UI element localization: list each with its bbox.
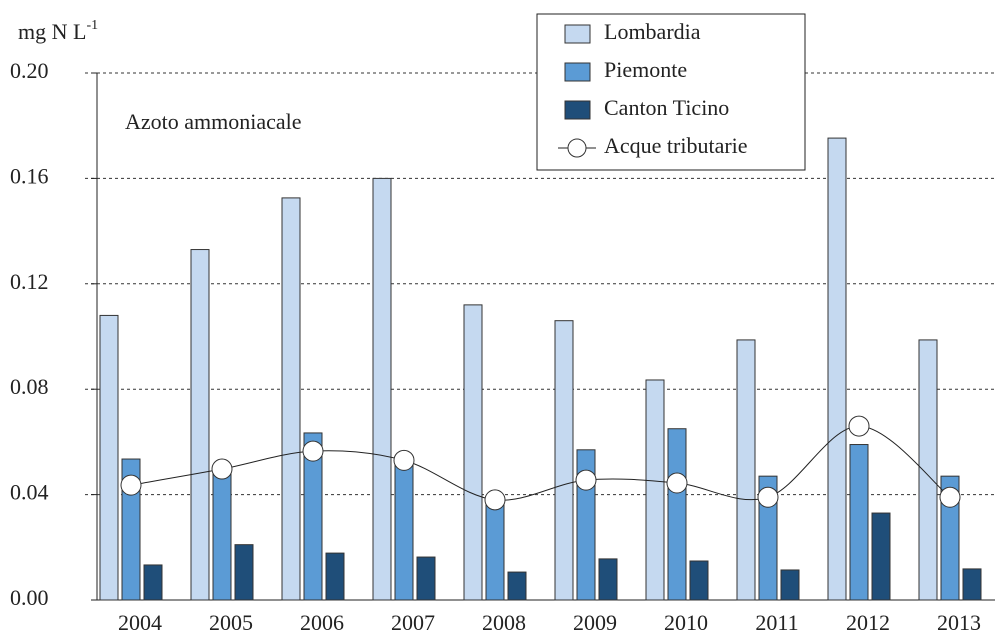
line-marker: [120, 474, 142, 496]
bar: [689, 560, 709, 601]
bar: [918, 339, 938, 601]
y-tick-label: 0.00: [10, 585, 49, 610]
bar: [507, 571, 527, 601]
annotation: Azoto ammoniacale: [125, 109, 302, 134]
y-tick-label: 0.12: [10, 269, 49, 294]
bar: [99, 314, 119, 601]
line-marker: [757, 486, 779, 508]
legend-label: Canton Ticino: [604, 95, 729, 120]
line-marker: [393, 449, 415, 471]
bar: [940, 475, 960, 601]
legend-label: Piemonte: [604, 57, 687, 82]
y-tick-label: 0.04: [10, 480, 49, 505]
bar: [303, 432, 323, 601]
bar: [736, 339, 756, 601]
line-marker: [302, 440, 324, 462]
line-marker: [666, 472, 688, 494]
legend-label: Lombardia: [604, 19, 701, 44]
legend-marker: [567, 138, 587, 158]
bar: [190, 249, 210, 601]
legend-label: Acque tributarie: [604, 133, 748, 158]
bar: [780, 569, 800, 601]
bar: [645, 379, 665, 601]
y-tick-label: 0.08: [10, 374, 49, 399]
x-tick-label: 2013: [937, 610, 981, 635]
bar: [212, 470, 232, 601]
bar: [598, 558, 618, 601]
x-tick-label: 2008: [482, 610, 526, 635]
line-marker: [848, 415, 870, 437]
bar: [871, 512, 891, 601]
x-tick-label: 2007: [391, 610, 435, 635]
bar: [143, 564, 163, 601]
y-axis-label-sup: -1: [86, 18, 98, 33]
bar: [758, 475, 778, 601]
y-tick-label: 0.16: [10, 163, 49, 188]
series-line: [130, 425, 951, 501]
bar: [849, 444, 869, 601]
legend-swatch: [564, 100, 591, 120]
line-marker: [939, 486, 961, 508]
legend-swatch: [564, 62, 591, 82]
y-axis-label: mg N L-1: [18, 18, 98, 44]
x-tick-label: 2004: [118, 610, 162, 635]
x-tick-label: 2011: [755, 610, 798, 635]
bar: [485, 499, 505, 601]
bar: [281, 197, 301, 601]
bar: [372, 177, 392, 601]
bar: [234, 544, 254, 601]
bar: [962, 568, 982, 601]
bar: [827, 137, 847, 601]
x-tick-label: 2012: [846, 610, 890, 635]
line-marker: [575, 469, 597, 491]
bar: [463, 304, 483, 601]
x-tick-label: 2005: [209, 610, 253, 635]
y-axis-label-main: mg N L: [18, 19, 86, 44]
bar: [325, 552, 345, 601]
line-marker: [484, 489, 506, 511]
x-tick-label: 2010: [664, 610, 708, 635]
bar: [394, 462, 414, 601]
y-tick-label: 0.20: [10, 58, 49, 83]
bar: [667, 428, 687, 601]
bar: [554, 320, 574, 601]
legend-swatch: [564, 24, 591, 44]
x-tick-label: 2006: [300, 610, 344, 635]
x-tick-label: 2009: [573, 610, 617, 635]
bar: [416, 556, 436, 601]
line-marker: [211, 458, 233, 480]
